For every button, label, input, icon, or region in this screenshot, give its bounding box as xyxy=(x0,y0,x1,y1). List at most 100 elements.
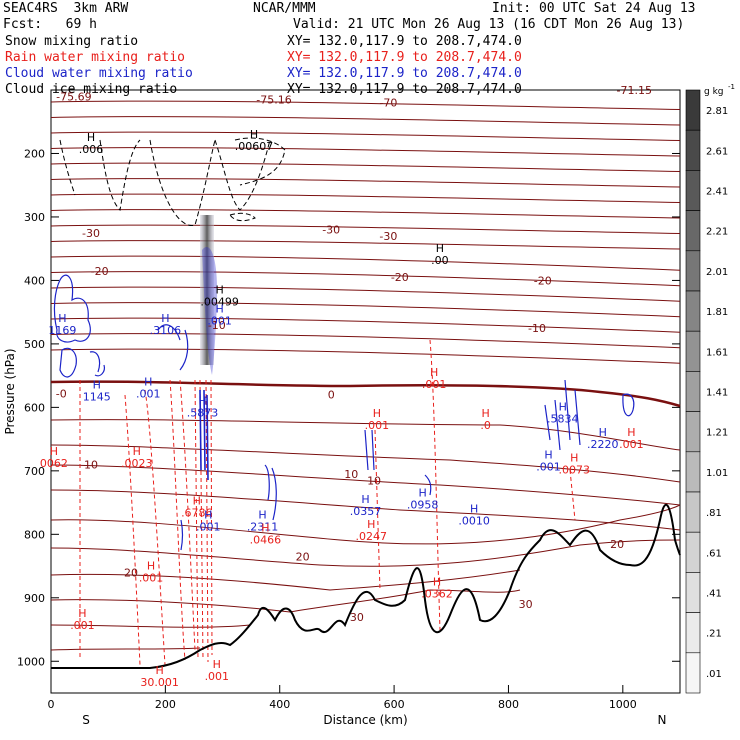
colorbar-bin xyxy=(685,451,701,493)
colorbar-tick-label: 2.41 xyxy=(706,187,728,198)
legend-rain-label: Rain water mixing ratio xyxy=(5,50,186,65)
y-tick-label: 200 xyxy=(24,147,45,160)
x-end-label-left: S xyxy=(82,713,90,727)
isotherm-label: -75.69 xyxy=(56,90,91,103)
max-marker: H30.001 xyxy=(140,664,179,689)
isotherm-label: -0 xyxy=(56,387,67,400)
snow-contours xyxy=(59,137,286,226)
valid-time: Valid: 21 UTC Mon 26 Aug 13 (16 CDT Mon … xyxy=(293,17,685,32)
max-marker: H.001 xyxy=(139,559,164,584)
max-marker-value: .001 xyxy=(536,460,561,473)
x-tick-label: 600 xyxy=(384,698,405,711)
isotherm-line xyxy=(50,504,681,545)
isotherm-label: 10 xyxy=(367,474,381,487)
colorbar-bin xyxy=(685,129,701,171)
isotherm-label: 20 xyxy=(296,551,310,564)
max-marker: H.0362 xyxy=(421,575,453,600)
isotherm-label: 30 xyxy=(519,598,533,611)
isotherm-line xyxy=(50,224,681,235)
rain-contours xyxy=(79,339,576,666)
max-marker: H.0466 xyxy=(250,521,282,546)
colorbar-tick-label: 2.61 xyxy=(706,146,728,157)
max-marker-h: H xyxy=(93,379,101,392)
max-marker-value: .001 xyxy=(70,619,95,632)
max-marker-value: .0357 xyxy=(350,505,382,518)
isotherm-line xyxy=(50,131,681,142)
x-tick-label: 1000 xyxy=(609,698,637,711)
max-marker-value: .0362 xyxy=(421,587,453,600)
max-marker-h: H xyxy=(367,518,375,531)
colorbar-bin xyxy=(685,531,701,573)
isotherm-label: -70 xyxy=(379,97,397,110)
max-marker-h: H xyxy=(147,559,155,572)
max-marker: H.2311 xyxy=(247,509,279,534)
colorbar-tick-label: 1.01 xyxy=(706,468,728,479)
max-marker-h: H xyxy=(599,426,607,439)
colorbar-bin xyxy=(685,170,701,211)
max-marker-value: 30.001 xyxy=(140,676,179,689)
max-marker-h: H xyxy=(50,445,58,458)
legend-snow-xy: XY= 132.0,117.9 to 208.7,474.0 xyxy=(287,34,522,49)
colorbar-bin xyxy=(685,89,701,131)
legend-cloud-water-label: Cloud water mixing ratio xyxy=(5,66,193,81)
isotherm-label: -30 xyxy=(322,224,340,237)
max-marker-value: .001 xyxy=(365,419,390,432)
model-title: SEAC4RS 3km ARW xyxy=(3,1,129,16)
max-marker-value: .2311 xyxy=(247,521,279,534)
colorbar-bin xyxy=(685,652,701,694)
max-marker: H.2220 xyxy=(587,426,619,451)
colorbar-tick-label: 1.41 xyxy=(706,388,728,399)
isotherm-line xyxy=(50,333,681,349)
max-marker: H.0 xyxy=(480,407,491,432)
y-tick-label: 1000 xyxy=(17,655,45,668)
max-marker-h: H xyxy=(544,448,552,461)
colorbar-tick-label: 2.01 xyxy=(706,267,728,278)
max-marker-value: .0023 xyxy=(121,457,153,470)
max-marker-h: H xyxy=(133,445,141,458)
max-marker-value: 1145 xyxy=(83,391,111,404)
max-marker-value: .001 xyxy=(139,571,164,584)
isotherm-line xyxy=(50,255,681,271)
isotherm-label: -30 xyxy=(82,227,100,240)
isotherm-label: 10 xyxy=(344,468,358,481)
max-marker: H.001 xyxy=(70,607,95,632)
max-marker-h: H xyxy=(204,509,212,522)
max-marker-value: .0958 xyxy=(407,498,439,511)
legend-snow-label: Snow mixing ratio xyxy=(5,34,139,49)
isotherm-label: -71.15 xyxy=(617,84,652,97)
max-marker-value: 0062 xyxy=(40,457,68,470)
max-marker-h: H xyxy=(433,575,441,588)
max-marker-h: H xyxy=(156,664,164,677)
isotherm-line xyxy=(50,209,681,219)
isotherm-label: -10 xyxy=(528,322,546,335)
isotherm-line xyxy=(50,116,681,126)
y-tick-label: 600 xyxy=(24,401,45,414)
isotherm-label: -20 xyxy=(91,265,109,278)
max-marker-h: H xyxy=(481,407,489,420)
max-marker-h: H xyxy=(436,242,444,255)
max-marker-value: .5873 xyxy=(187,406,219,419)
x-tick-label: 800 xyxy=(498,698,519,711)
isotherm-line xyxy=(50,147,681,157)
isotherm-line xyxy=(50,240,681,250)
colorbar-bin xyxy=(685,290,701,332)
colorbar-bin xyxy=(685,250,701,292)
isotherm-label: -75.16 xyxy=(256,94,291,107)
colorbar-bin xyxy=(685,491,701,533)
isotherm-line xyxy=(50,286,681,302)
y-tick-label: 800 xyxy=(24,528,45,541)
max-marker: H.5834 xyxy=(547,401,579,426)
x-tick-label: 200 xyxy=(155,698,176,711)
x-tick-label: 400 xyxy=(269,698,290,711)
isotherm-line xyxy=(50,302,681,318)
max-marker-value: .00607 xyxy=(235,140,274,153)
x-end-label-right: N xyxy=(658,713,667,727)
max-marker-h: H xyxy=(161,312,169,325)
isotherm-label: -20 xyxy=(534,274,552,287)
isotherm-line xyxy=(50,647,201,651)
